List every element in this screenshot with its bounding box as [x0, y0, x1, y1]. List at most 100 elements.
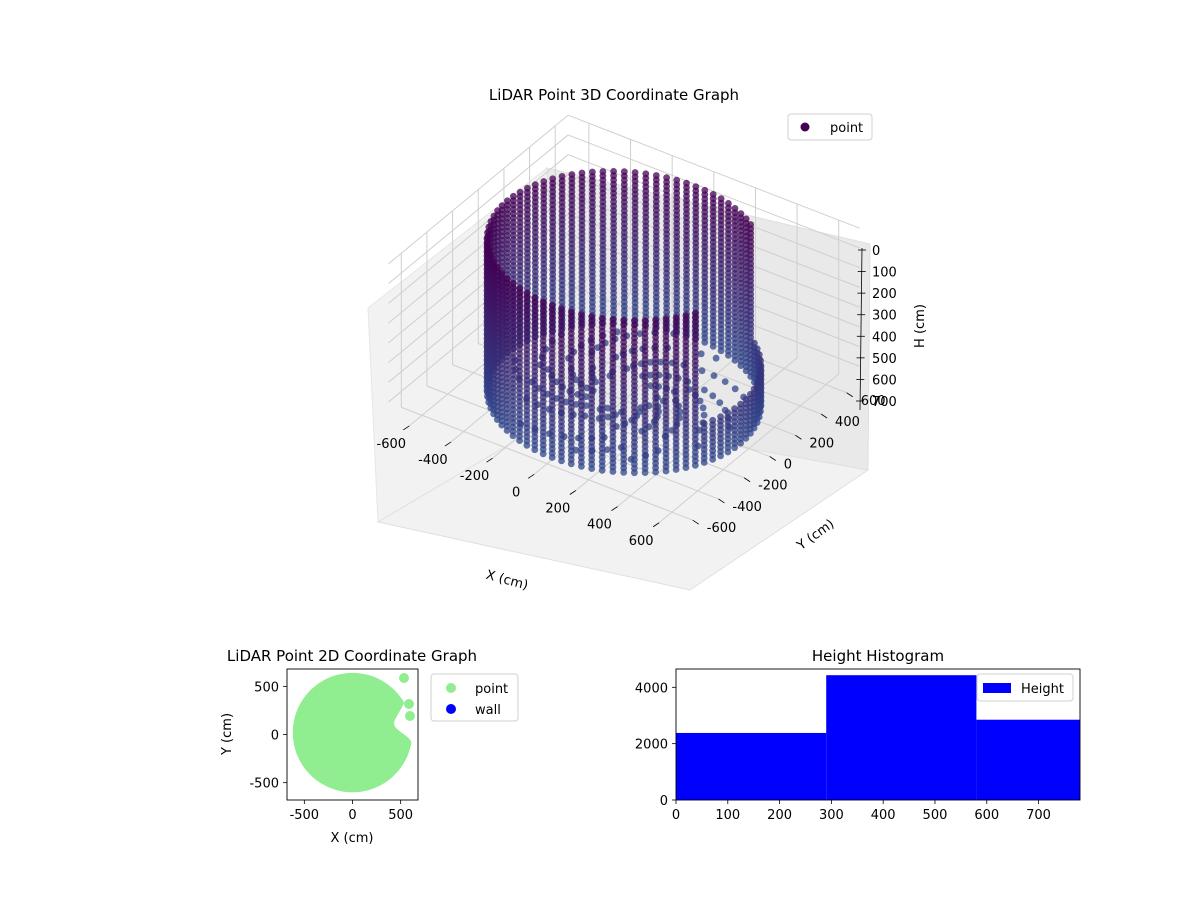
y-ticks-histogram: 0 2000 4000: [635, 681, 676, 809]
scatter-3d-point: [709, 456, 717, 463]
x-tick-label-histogram: 100: [715, 808, 740, 823]
chart-2d-title: LiDAR Point 2D Coordinate Graph: [227, 647, 477, 665]
y-tick-label-2d: -500: [249, 777, 279, 792]
legend-2d-label-wall: wall: [475, 703, 501, 718]
y-tick-label-2d: 500: [254, 680, 279, 695]
scatter-3d-point: [620, 468, 628, 476]
scatter-3d-point: [731, 444, 738, 452]
scatter-3d-point: [558, 457, 565, 465]
scatter-3d-point: [588, 465, 596, 472]
scatter-3d-point: [647, 371, 654, 379]
x-tick-label-histogram: 700: [1026, 808, 1051, 823]
scatter-3d-point: [578, 463, 585, 470]
chart-2d: LiDAR Point 2D Coordinate Graph -500 0 500…: [220, 647, 519, 846]
scatter-3d-point: [672, 466, 680, 473]
scatter-3d-point: [731, 357, 739, 364]
y-tick-label-3d: -400: [732, 500, 762, 515]
scatter-3d-point: [691, 461, 699, 469]
scatter-3d-point: [700, 459, 708, 466]
x-tick-label-histogram: 0: [672, 808, 680, 823]
y-axis-label-3d: Y (cm): [794, 517, 838, 554]
histogram-frame: [675, 668, 1081, 801]
histogram-title: Height Histogram: [812, 647, 944, 665]
scatter-3d-point: [699, 404, 707, 412]
x-ticks-3d: -600 -400 -200 0 200 400 600: [377, 425, 660, 549]
y-axis-label-2d: Y (cm): [220, 713, 235, 756]
scatter-3d-point: [516, 437, 523, 444]
x-tick-label-histogram: 600: [974, 808, 999, 823]
z-tick-label-3d: 700: [872, 395, 897, 410]
histogram-bar: [826, 675, 977, 800]
scatter-3d-point: [631, 469, 638, 477]
scatter-3d-points: [483, 168, 765, 477]
scatter-3d-point: [717, 452, 724, 460]
scatter-3d-point: [604, 404, 611, 412]
x-tick-label-3d: 600: [629, 534, 654, 549]
legend-2d-marker-wall: [446, 704, 456, 714]
y-tick-label-3d: 600: [861, 394, 886, 409]
scatter-3d-point: [724, 448, 732, 456]
scatter-3d-point: [636, 330, 644, 337]
x-tick-label-2d: 0: [348, 808, 356, 823]
y-tick-label-3d: -200: [758, 479, 788, 494]
z-axis-label-3d: H (cm): [913, 304, 928, 348]
z-tick-label-3d: 200: [872, 287, 897, 302]
scatter-3d-point: [598, 466, 606, 474]
x-tick-label-3d: -200: [460, 469, 490, 484]
scatter-3d-point: [697, 350, 705, 358]
legend-3d-marker: [800, 122, 810, 132]
y-tick-label-3d: 200: [809, 436, 834, 451]
y-tick-label-3d: 400: [835, 415, 860, 430]
legend-2d-marker-point: [446, 683, 456, 693]
scatter-3d-point: [647, 359, 654, 366]
y-tick-label-3d: -600: [707, 521, 737, 536]
scatter-2d-area: [292, 672, 415, 793]
legend-histogram: Height: [976, 673, 1074, 702]
scatter-3d-point: [647, 382, 655, 390]
scatter-3d-point: [548, 454, 556, 461]
z-tick-label-3d: 600: [872, 373, 897, 388]
legend-3d-label: point: [830, 121, 863, 136]
scatter-3d-point: [682, 464, 690, 471]
legend-2d-label-point: point: [475, 682, 508, 697]
scatter-2d-outlier: [405, 711, 415, 721]
scatter-3d-point: [662, 467, 670, 475]
scatter-3d-point: [731, 385, 739, 393]
z-tick-label-3d: 100: [872, 266, 897, 281]
scatter-3d-point: [604, 446, 611, 453]
scatter-3d-point: [716, 399, 724, 406]
chart-histogram: Height Histogram 0 100 200 300 400 500 600 700 …: [635, 647, 1081, 823]
scatter-3d-point: [509, 432, 517, 440]
x-tick-label-3d: -600: [377, 437, 407, 452]
histogram-bar: [976, 719, 1080, 800]
z-tick-label-3d: 300: [872, 309, 897, 324]
scatter-3d-point: [641, 469, 649, 476]
x-tick-label-histogram: 200: [767, 808, 792, 823]
scatter-3d-point: [523, 441, 531, 449]
y-tick-label-3d: 0: [784, 457, 792, 472]
scatter-3d-point: [700, 411, 708, 419]
x-tick-label-histogram: 500: [923, 808, 948, 823]
z-tick-label-3d: 0: [872, 244, 880, 259]
scatter-3d-point: [710, 372, 718, 379]
x-tick-label-3d: 200: [545, 501, 570, 516]
scatter-3d-point: [737, 362, 745, 369]
scatter-2d-outlier: [404, 699, 414, 709]
histogram-bars: [676, 675, 1080, 800]
scatter-3d-point: [503, 427, 511, 434]
x-tick-label-3d: -400: [418, 453, 448, 468]
z-tick-label-3d: 500: [872, 352, 897, 367]
scatter-3d-point: [609, 468, 617, 475]
y-ticks-2d: -500 0 500: [249, 680, 287, 792]
scatter-3d-point: [567, 460, 575, 468]
legend-3d: point: [787, 113, 873, 141]
legend-histogram-swatch: [983, 683, 1011, 693]
x-tick-label-3d: 400: [587, 518, 612, 533]
scatter-3d-point: [531, 446, 539, 454]
scatter-3d-point: [652, 468, 659, 476]
scatter-3d-point: [742, 435, 750, 442]
scatter-3d-point: [709, 392, 717, 400]
legend-2d: point wall: [430, 673, 519, 722]
